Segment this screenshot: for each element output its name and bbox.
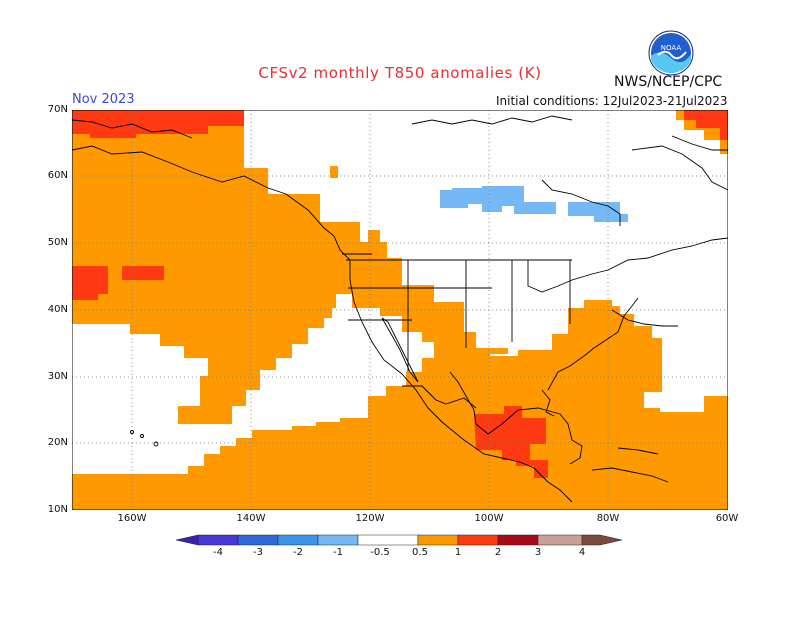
forecast-month-label: Nov 2023 — [72, 92, 135, 107]
lat-label-50n: 50N — [47, 237, 68, 248]
colorbar-arrow-high — [581, 534, 623, 546]
lon-label-140w: 140W — [236, 513, 266, 524]
lat-label-30n: 30N — [47, 371, 68, 382]
colorbar-tick: -3 — [253, 547, 263, 558]
colorbar — [175, 534, 623, 546]
agency-label: NWS/NCEP/CPC — [614, 74, 723, 90]
lat-label-60n: 60N — [47, 170, 68, 181]
strong-warm-anomaly-regions — [72, 110, 728, 478]
anomaly-map — [72, 110, 728, 510]
lon-label-60w: 60W — [715, 513, 739, 524]
lat-label-20n: 20N — [47, 437, 68, 448]
colorbar-bin-2 — [237, 534, 279, 546]
colorbar-bin-3 — [277, 534, 319, 546]
lon-label-120w: 120W — [355, 513, 385, 524]
lat-label-70n: 70N — [47, 104, 68, 115]
lat-lon-grid — [72, 110, 728, 510]
warm-anomaly-regions — [72, 110, 728, 510]
colorbar-bin-1 — [197, 534, 239, 546]
colorbar-tick: 3 — [534, 547, 542, 558]
cool-anomaly-regions — [440, 186, 628, 222]
initial-conditions-label: Initial conditions: 12Jul2023-21Jul2023 — [496, 94, 728, 108]
colorbar-tick: -4 — [213, 547, 223, 558]
colorbar-tick: -0.5 — [370, 547, 390, 558]
colorbar-tick: -2 — [293, 547, 303, 558]
colorbar-tick: 2 — [494, 547, 502, 558]
lon-label-160w: 160W — [117, 513, 147, 524]
chart-title: CFSv2 monthly T850 anomalies (K) — [258, 64, 542, 82]
lat-label-10n: 10N — [47, 504, 68, 515]
colorbar-bin-6 — [417, 534, 459, 546]
colorbar-arrow-low — [175, 534, 199, 546]
lon-label-100w: 100W — [474, 513, 504, 524]
coastlines-borders — [72, 115, 728, 503]
colorbar-bin-5 — [357, 534, 419, 546]
colorbar-bin-4 — [317, 534, 359, 546]
colorbar-tick: -1 — [333, 547, 343, 558]
colorbar-bin-9 — [537, 534, 583, 546]
colorbar-tick: 1 — [454, 547, 462, 558]
noaa-logo-text: NOAA — [661, 44, 682, 52]
lat-label-40n: 40N — [47, 304, 68, 315]
colorbar-bin-8 — [497, 534, 539, 546]
lon-label-80w: 80W — [596, 513, 620, 524]
colorbar-tick: 4 — [578, 547, 586, 558]
colorbar-tick: 0.5 — [412, 547, 428, 558]
noaa-logo: NOAA — [648, 30, 694, 76]
colorbar-bin-7 — [457, 534, 499, 546]
